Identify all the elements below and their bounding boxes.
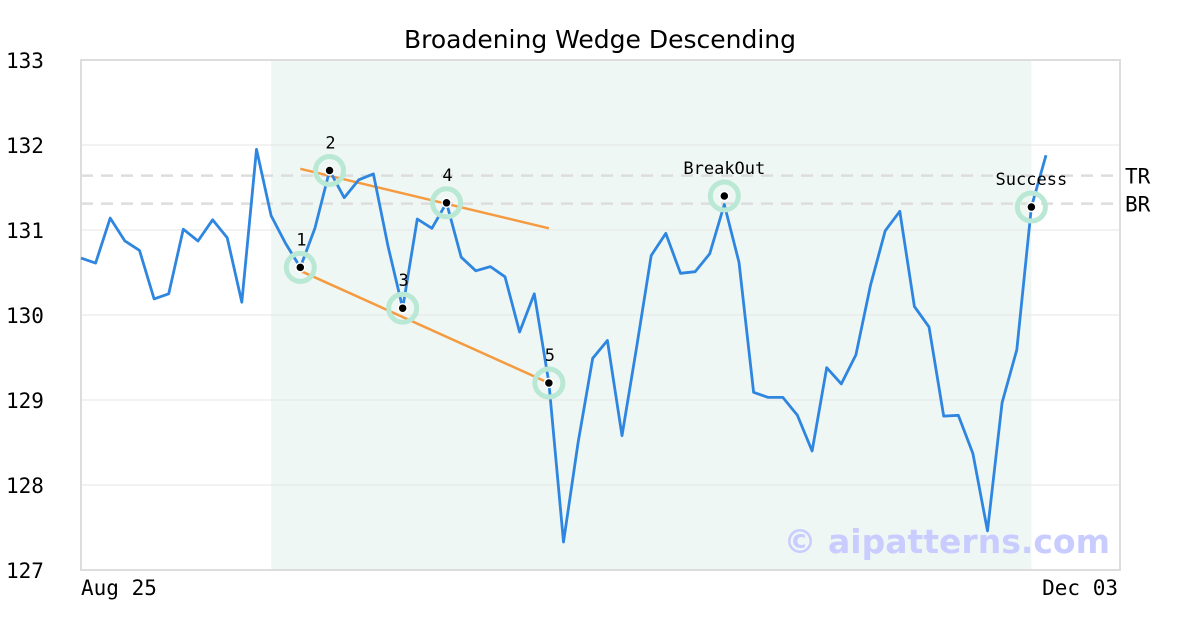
pattern-point-label: 2 [325,134,335,154]
price-series-line [80,147,1048,544]
plot-border [80,59,1121,571]
pattern-point-halo [313,154,347,187]
x-tick-label: Dec 03 [1042,576,1118,600]
pattern-point-marker [1026,201,1037,213]
pattern-point-marker [397,302,408,314]
pattern-point-marker [441,197,452,209]
level-label: TR [1125,165,1151,189]
pattern-point-marker [324,165,335,176]
pattern-point-halo [386,291,420,325]
level-label: BR [1125,193,1151,217]
y-tick-label: 129 [6,389,44,413]
pattern-point-halo [283,250,317,284]
pattern-point-label: Success [996,170,1068,190]
pattern-point-marker [295,262,306,273]
chart-title: Broadening Wedge Descending [404,25,796,54]
pattern-point-label: BreakOut [683,159,765,179]
y-tick-label: 130 [6,304,44,328]
y-tick-label: 128 [6,474,44,498]
pattern-point-halo [430,186,464,220]
y-tick-label: 127 [6,559,44,583]
x-tick-label: Aug 25 [81,576,157,600]
y-tick-label: 132 [6,134,44,158]
y-tick-label: 133 [6,49,44,73]
pattern-point-label: 4 [442,166,452,186]
pattern-point-label: 3 [399,271,409,291]
pattern-point-label: 5 [545,346,555,366]
trend-line [299,269,550,385]
pattern-point-marker [719,190,730,202]
y-tick-label: 131 [6,219,44,243]
pattern-point-halo [1014,190,1048,224]
pattern-point-marker [543,377,555,389]
watermark: © aipatterns.com [784,522,1110,561]
pattern-point-halo [532,366,566,400]
pattern-point-label: 1 [296,230,306,250]
pattern-point-halo [707,179,741,213]
